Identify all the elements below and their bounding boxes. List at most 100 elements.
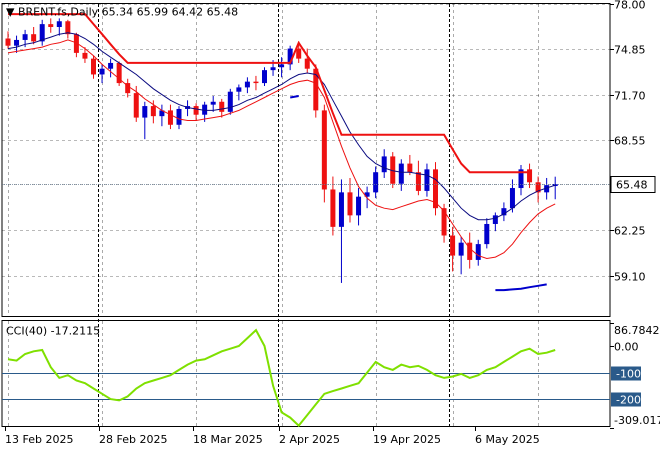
- cci-level-tag: [611, 392, 641, 407]
- bear-candle: [441, 208, 447, 236]
- bull-candle: [492, 215, 498, 224]
- bull-candle: [544, 185, 550, 193]
- slow-ma-line: [7, 39, 556, 260]
- y-tick-label: 74.85: [614, 44, 646, 57]
- x-tick-label: 19 Apr 2025: [373, 433, 441, 446]
- bull-candle: [458, 242, 464, 256]
- y-tick-label: 59.10: [614, 271, 646, 284]
- trailing-stop-line: [8, 13, 530, 174]
- bear-candle: [450, 235, 456, 256]
- bear-candle: [415, 172, 421, 191]
- header-triangle-icon: ▼: [6, 6, 15, 19]
- bull-candle: [270, 67, 276, 71]
- bull-candle: [424, 169, 430, 191]
- cci-level-label: -100: [616, 368, 641, 381]
- bull-candle: [484, 223, 490, 245]
- price-series: [2, 13, 610, 292]
- bear-candle: [31, 34, 37, 42]
- bull-candle: [159, 110, 165, 117]
- cci-axis: 86.7842 0.00 -100 -200 -309.017: [610, 323, 660, 429]
- y-tick-label: 78.00: [614, 0, 646, 12]
- bull-candle: [108, 62, 114, 69]
- bull-candle: [210, 101, 216, 105]
- cci-label: CCI(40) -17.2115: [6, 325, 100, 338]
- cci-line: [7, 328, 556, 428]
- x-tick-label: 2 Apr 2025: [279, 433, 340, 446]
- bull-candle: [552, 184, 558, 187]
- bull-candle: [99, 68, 105, 75]
- bull-candle: [509, 188, 515, 209]
- bull-candle: [236, 87, 242, 92]
- y-tick-label: 68.55: [614, 135, 646, 148]
- bear-candle: [347, 192, 353, 216]
- bear-candle: [313, 68, 319, 111]
- bear-candle: [321, 110, 327, 190]
- bull-candle: [501, 208, 507, 216]
- bear-candle: [535, 182, 541, 193]
- bull-candle: [381, 156, 387, 173]
- y-tick-label: 71.70: [614, 90, 646, 103]
- bull-candle: [518, 169, 524, 189]
- bull-candle: [56, 21, 62, 28]
- cci-y-tick-label: -309.017: [614, 414, 660, 427]
- bear-candle: [133, 93, 139, 118]
- cci-level-label: -200: [616, 394, 641, 407]
- bear-candle: [65, 21, 71, 35]
- cci-y-tick-label: 0.00: [614, 341, 639, 354]
- bear-candle: [527, 169, 533, 183]
- y-tick-label: 62.25: [614, 225, 646, 238]
- bear-candle: [296, 48, 302, 59]
- support-stop-line: [290, 95, 547, 292]
- price-panel-frame: [1, 3, 611, 317]
- bear-candle: [116, 62, 122, 84]
- bull-candle: [176, 108, 182, 125]
- bull-candle: [244, 81, 250, 88]
- x-tick-label: 13 Feb 2025: [5, 433, 73, 446]
- bull-candle: [227, 91, 233, 112]
- x-tick-label: 18 Mar 2025: [193, 433, 263, 446]
- bull-candle: [356, 196, 362, 216]
- bull-candle: [142, 106, 148, 118]
- fast-ma-line: [7, 32, 556, 221]
- last-price-label: 65.48: [616, 179, 648, 192]
- bear-candle: [253, 81, 259, 84]
- x-axis: 13 Feb 2025 28 Feb 2025 18 Mar 2025 2 Apr 2…: [5, 426, 540, 446]
- bull-candle: [364, 192, 370, 197]
- bear-candle: [304, 58, 310, 69]
- bear-candle: [433, 169, 438, 209]
- bull-candle: [475, 244, 481, 260]
- bull-candle: [202, 104, 208, 115]
- bear-candle: [167, 110, 173, 125]
- cci-level-tag: [611, 366, 641, 381]
- bull-candle: [39, 24, 45, 42]
- bull-candle: [262, 70, 267, 84]
- bear-candle: [330, 189, 336, 227]
- bear-candle: [73, 34, 79, 53]
- symbol-line: BRENT.fs,Daily 65.34 65.99 64.42 65.48: [18, 6, 238, 19]
- bear-candle: [125, 83, 131, 94]
- bear-candle: [91, 58, 96, 75]
- bull-candle: [287, 48, 293, 65]
- bull-candle: [398, 163, 404, 184]
- bear-candle: [5, 38, 11, 46]
- bull-candle: [14, 39, 20, 46]
- grid: [2, 4, 610, 426]
- bear-candle: [467, 242, 473, 260]
- x-tick-label: 6 May 2025: [475, 433, 540, 446]
- bear-candle: [407, 163, 413, 173]
- bear-candle: [193, 106, 199, 115]
- cci-series: [2, 328, 610, 428]
- bull-candle: [22, 34, 28, 40]
- bear-candle: [150, 106, 156, 117]
- bear-candle: [48, 24, 54, 28]
- bear-candle: [390, 156, 396, 184]
- cci-y-tick-label: 86.7842: [614, 324, 660, 337]
- bear-candle: [219, 101, 225, 112]
- x-tick-label: 28 Feb 2025: [99, 433, 167, 446]
- last-price-tag: [610, 176, 656, 193]
- bull-candle: [338, 192, 344, 227]
- bull-candle: [373, 172, 379, 193]
- symbol-header: ▼ BRENT.fs,Daily 65.34 65.99 64.42 65.48: [6, 6, 238, 19]
